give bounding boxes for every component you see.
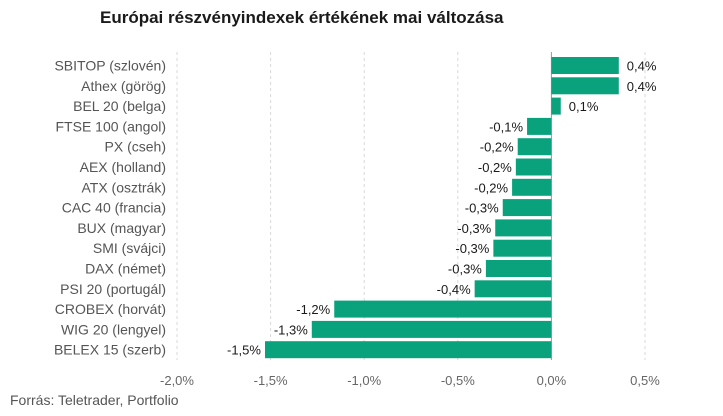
- category-label: SBITOP (szlovén): [54, 58, 166, 74]
- data-label: -0,2%: [474, 180, 508, 195]
- x-tick-label: -1,0%: [347, 373, 381, 388]
- bar: [264, 341, 552, 359]
- category-label: PSI 20 (portugál): [60, 281, 166, 297]
- bar: [485, 260, 552, 277]
- category-label: CAC 40 (francia): [62, 200, 166, 216]
- bar: [551, 77, 619, 95]
- data-label: -0,2%: [478, 160, 512, 175]
- data-label: -1,2%: [296, 302, 330, 317]
- category-label: BELEX 15 (szerb): [54, 342, 166, 358]
- data-label: -0,3%: [465, 201, 499, 216]
- bar: [517, 138, 552, 156]
- data-label: 0,4%: [627, 79, 657, 94]
- bar: [334, 300, 552, 318]
- data-label: -0,1%: [489, 119, 523, 134]
- category-label: PX (cseh): [105, 139, 166, 155]
- bar: [551, 97, 561, 115]
- data-label: -0,4%: [437, 282, 471, 297]
- chart-title: Európai részvényindexek értékének mai vá…: [100, 8, 504, 27]
- data-label: -0,3%: [448, 262, 482, 277]
- bar: [551, 57, 619, 74]
- category-label: DAX (német): [85, 261, 166, 277]
- bar: [527, 117, 552, 135]
- bar: [515, 158, 552, 176]
- category-label: AEX (holland): [80, 159, 166, 175]
- category-label: BEL 20 (belga): [73, 98, 166, 114]
- x-tick-label: 0,5%: [630, 373, 660, 388]
- bar: [502, 199, 552, 217]
- category-label: CROBEX (horvát): [55, 301, 166, 317]
- x-tick-label: -1,5%: [254, 373, 288, 388]
- bar: [474, 280, 552, 298]
- data-label: 0,4%: [627, 59, 657, 74]
- bar: [495, 219, 552, 237]
- x-tick-label: -2,0%: [160, 373, 194, 388]
- data-label: -1,5%: [227, 343, 261, 358]
- data-label: -0,3%: [457, 221, 491, 236]
- x-tick-label: 0,0%: [537, 373, 567, 388]
- x-tick-label: -0,5%: [441, 373, 475, 388]
- bar: [512, 178, 552, 196]
- data-label: 0,1%: [569, 99, 599, 114]
- category-label: BUX (magyar): [77, 220, 166, 236]
- category-label: ATX (osztrák): [81, 179, 166, 195]
- category-label: WIG 20 (lengyel): [61, 321, 166, 337]
- source-note: Forrás: Teletrader, Portfolio: [10, 392, 179, 408]
- data-label: -0,3%: [455, 241, 489, 256]
- category-label: FTSE 100 (angol): [56, 118, 167, 134]
- category-label: Athex (görög): [81, 78, 166, 94]
- category-label: SMI (svájci): [93, 240, 166, 256]
- data-label: -0,2%: [480, 140, 514, 155]
- bar: [311, 320, 552, 338]
- bar: [493, 239, 552, 257]
- data-label: -1,3%: [274, 322, 308, 337]
